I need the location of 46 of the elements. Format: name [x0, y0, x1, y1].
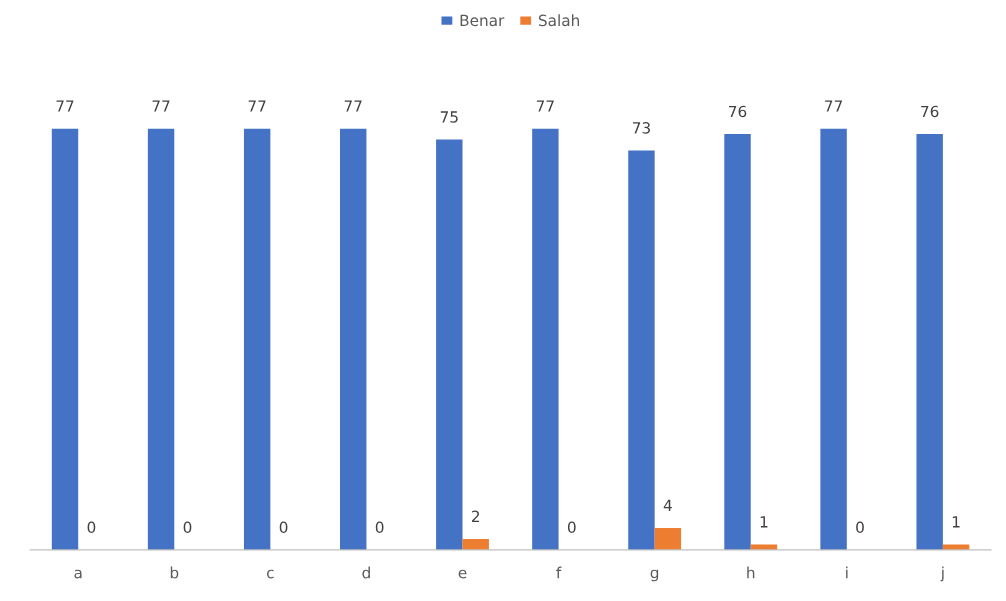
- data-label: 0: [87, 521, 96, 534]
- bar: [436, 139, 463, 550]
- bar: [916, 134, 943, 550]
- data-label: 0: [567, 521, 576, 534]
- x-tick-label: c: [267, 569, 274, 579]
- bar: [942, 544, 970, 550]
- data-label: 4: [663, 499, 672, 511]
- x-tick-label: i: [846, 566, 848, 579]
- bar: [654, 528, 682, 550]
- data-label: 0: [279, 521, 288, 534]
- data-label: 2: [471, 510, 480, 522]
- bar: [147, 128, 175, 550]
- data-label: 77: [825, 100, 842, 112]
- data-label: 73: [632, 122, 650, 134]
- bar: [51, 128, 79, 550]
- data-label: 77: [344, 100, 362, 112]
- data-label: 0: [856, 521, 864, 534]
- legend-label: Benar: [460, 14, 505, 27]
- x-tick-label: f: [556, 566, 562, 579]
- data-label: 76: [921, 105, 939, 118]
- bar: [243, 128, 271, 550]
- x-tick-label: g: [650, 569, 659, 582]
- data-label: 77: [56, 100, 74, 112]
- x-tick-label: a: [74, 569, 82, 579]
- data-label: 77: [536, 100, 554, 112]
- bar: [750, 544, 778, 550]
- data-label: 0: [183, 521, 192, 534]
- x-tick-label: d: [362, 566, 370, 579]
- data-label: 77: [248, 100, 266, 112]
- bar: [532, 128, 559, 550]
- legend-label: Salah: [538, 14, 579, 27]
- bar: [340, 128, 367, 550]
- data-label: 75: [440, 111, 458, 123]
- x-tick-label: j: [940, 566, 944, 582]
- bar: [820, 128, 847, 550]
- data-label: 1: [952, 516, 960, 528]
- x-tick-label: b: [170, 566, 179, 579]
- data-label: 77: [152, 100, 170, 112]
- data-label: 0: [375, 521, 384, 534]
- x-tick-label: e: [458, 569, 467, 579]
- data-label: 1: [760, 516, 768, 528]
- bar: [628, 150, 655, 550]
- x-tick-label: h: [747, 566, 755, 579]
- bar: [724, 134, 751, 550]
- data-label: 76: [729, 105, 747, 118]
- bar: [462, 538, 489, 550]
